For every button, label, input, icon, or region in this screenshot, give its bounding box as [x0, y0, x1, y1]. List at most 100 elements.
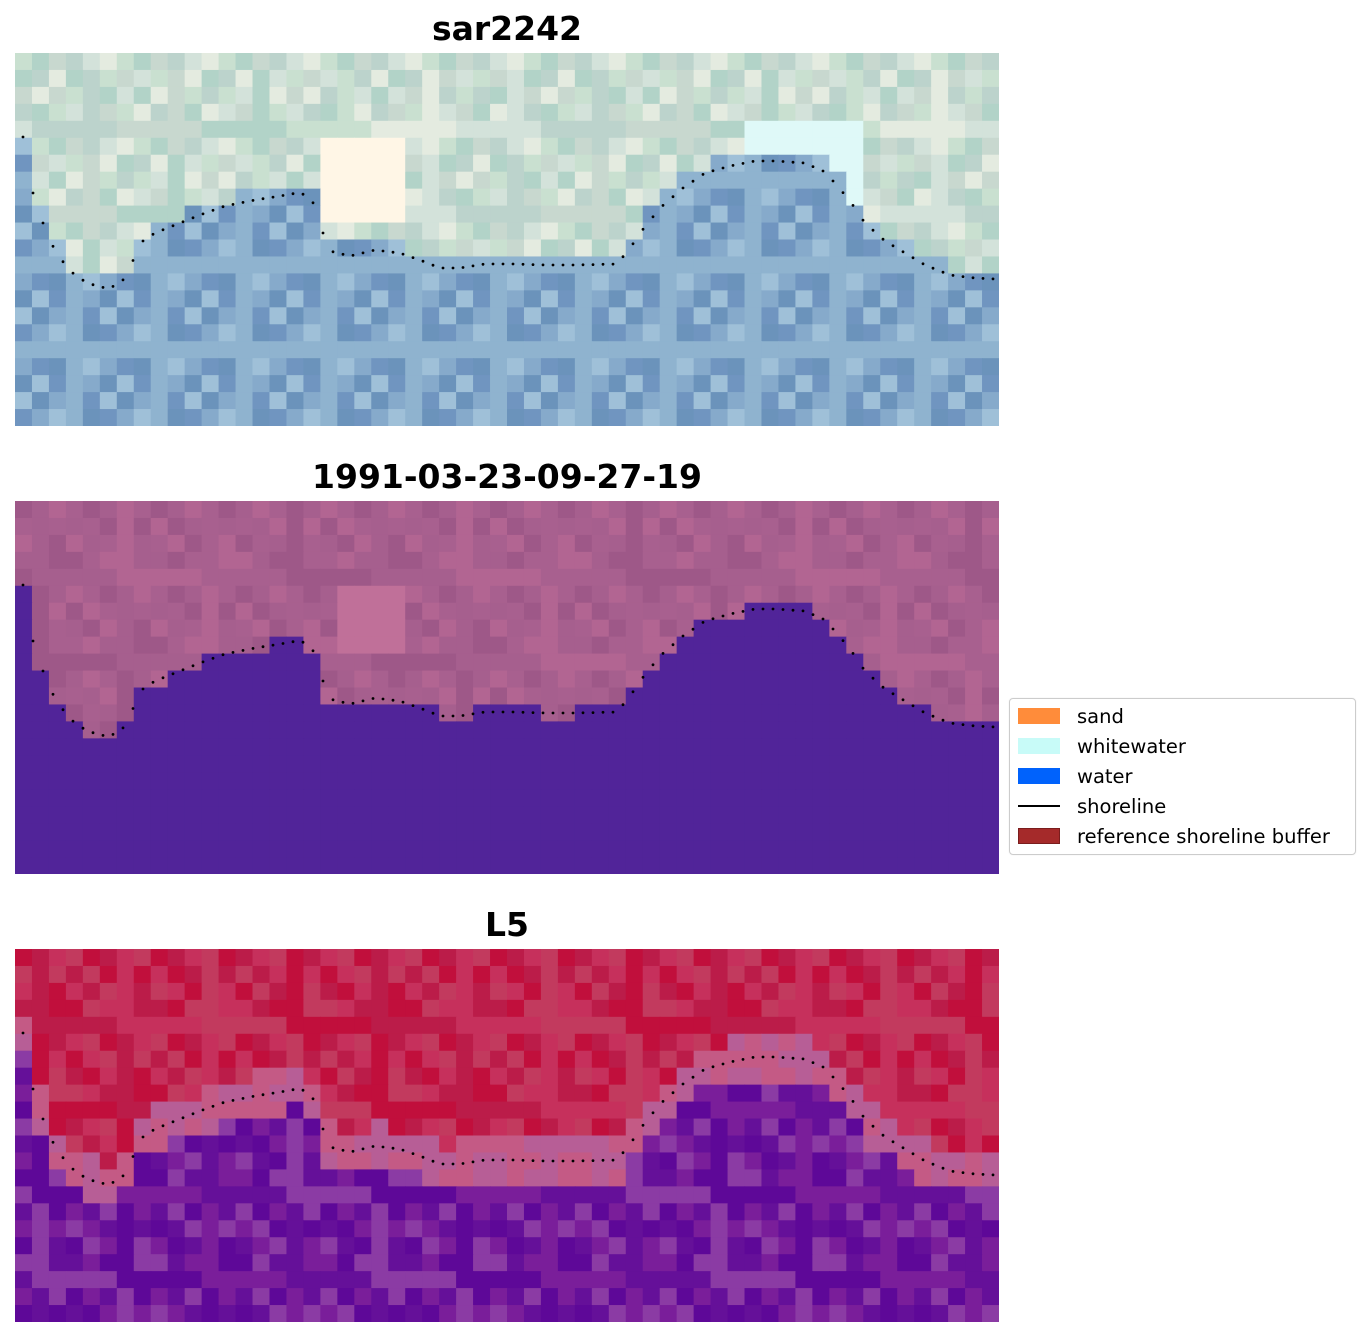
pixel-cell	[269, 392, 288, 410]
legend-item-water: water	[1018, 764, 1133, 788]
pixel-cell	[523, 568, 542, 587]
pixel-cell	[642, 982, 661, 1001]
pixel-cell	[150, 840, 169, 858]
pixel-cell	[982, 273, 999, 291]
pixel-cell	[897, 1203, 915, 1221]
pixel-cell	[863, 137, 881, 156]
pixel-cell	[744, 755, 763, 773]
pixel-cell	[540, 501, 559, 519]
pixel-cell	[371, 501, 389, 519]
pixel-cell	[99, 1033, 118, 1052]
pixel-cell	[659, 653, 678, 672]
pixel-cell	[744, 517, 763, 536]
pixel-cell	[540, 103, 559, 122]
pixel-cell	[286, 103, 305, 122]
pixel-cell	[540, 358, 559, 376]
pixel-cell	[914, 69, 932, 88]
pixel-cell	[303, 1152, 321, 1171]
pixel-cell	[982, 239, 999, 258]
pixel-cell	[863, 256, 881, 275]
pixel-cell	[286, 789, 305, 807]
pixel-cell	[133, 1220, 152, 1238]
pixel-cell	[371, 704, 389, 723]
pixel-cell	[710, 687, 729, 706]
pixel-cell	[642, 999, 661, 1018]
pixel-cell	[65, 1169, 84, 1187]
pixel-cell	[150, 1288, 169, 1306]
pixel-cell	[676, 602, 695, 621]
pixel-cell	[65, 982, 84, 1001]
pixel-cell	[948, 772, 966, 790]
pixel-cell	[846, 86, 864, 105]
pixel-cell	[625, 205, 644, 224]
pixel-cell	[405, 857, 423, 874]
shoreline-dot	[21, 583, 25, 587]
pixel-cell	[693, 1220, 712, 1238]
pixel-cell	[863, 517, 881, 536]
pixel-cell	[405, 738, 423, 756]
pixel-cell	[965, 120, 983, 139]
pixel-cell	[914, 1118, 932, 1137]
pixel-cell	[133, 137, 152, 156]
pixel-cell	[405, 619, 423, 638]
pixel-cell	[965, 290, 983, 308]
pixel-cell	[99, 1118, 118, 1137]
pixel-cell	[320, 965, 338, 984]
shoreline-dot	[271, 1091, 275, 1095]
pixel-cell	[778, 738, 797, 756]
pixel-cell	[523, 137, 542, 156]
pixel-cell	[931, 222, 949, 241]
pixel-cell	[252, 568, 271, 587]
pixel-cell	[676, 1118, 695, 1137]
pixel-cell	[235, 1271, 254, 1289]
pixel-cell	[167, 585, 186, 604]
pixel-cell	[523, 171, 542, 190]
pixel-cell	[897, 256, 915, 275]
pixel-cell	[812, 1186, 830, 1204]
pixel-cell	[354, 772, 372, 790]
pixel-cell	[269, 341, 288, 359]
pixel-cell	[948, 653, 966, 672]
pixel-cell	[337, 171, 355, 190]
pixel-cell	[133, 103, 152, 122]
shoreline-dot	[721, 614, 725, 618]
pixel-cell	[795, 324, 813, 342]
pixel-cell	[829, 1084, 847, 1103]
pixel-cell	[507, 772, 525, 790]
pixel-cell	[914, 999, 932, 1018]
shoreline-dot	[181, 668, 185, 672]
pixel-cell	[659, 1305, 678, 1322]
pixel-cell	[422, 103, 440, 122]
pixel-cell	[727, 120, 746, 139]
pixel-cell	[982, 120, 999, 139]
pixel-cell	[795, 823, 813, 841]
pixel-cell	[252, 1033, 271, 1052]
pixel-cell	[218, 1067, 237, 1086]
pixel-cell	[557, 1050, 576, 1069]
pixel-cell	[948, 1254, 966, 1272]
pixel-cell	[371, 1084, 389, 1103]
shoreline-dot	[971, 1172, 975, 1176]
shoreline-dot	[711, 617, 715, 621]
pixel-cell	[574, 120, 593, 139]
shoreline-dot	[871, 228, 875, 232]
pixel-cell	[965, 171, 983, 190]
pixel-cell	[184, 86, 203, 105]
pixel-cell	[642, 823, 661, 841]
pixel-cell	[337, 857, 355, 874]
pixel-cell	[269, 501, 288, 519]
pixel-cell	[184, 1288, 203, 1306]
pixel-cell	[523, 1186, 542, 1204]
pixel-cell	[320, 1135, 338, 1154]
pixel-cell	[642, 1135, 661, 1154]
pixel-cell	[422, 409, 440, 426]
pixel-cell	[82, 409, 101, 426]
pixel-cell	[659, 517, 678, 536]
pixel-cell	[490, 1135, 508, 1154]
pixel-cell	[727, 949, 746, 967]
pixel-cell	[303, 69, 321, 88]
shoreline-dot	[51, 1140, 55, 1144]
pixel-cell	[982, 1033, 999, 1052]
pixel-cell	[642, 222, 661, 241]
pixel-cell	[235, 1135, 254, 1154]
